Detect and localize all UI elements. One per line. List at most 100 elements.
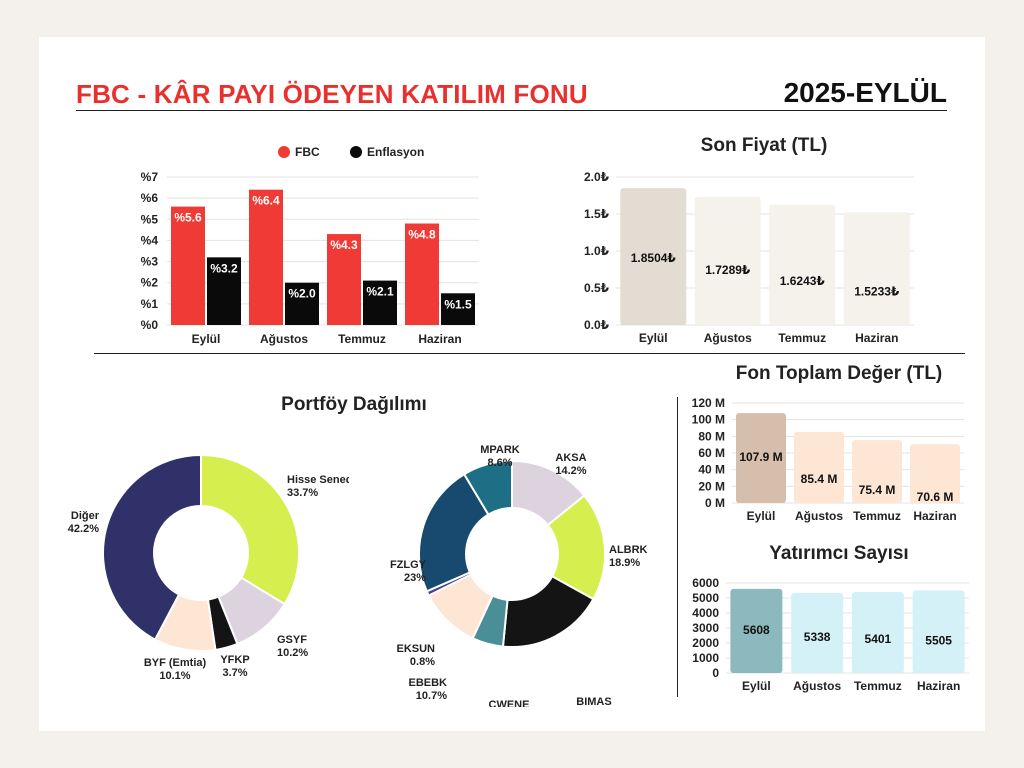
y-tick-label: 1.5₺ (584, 207, 610, 221)
data-label-enflasyon-temmuz: %2.1 (366, 285, 394, 299)
y-tick-label: 2.0₺ (584, 170, 610, 184)
bar-enflasyon-haziran (441, 293, 475, 325)
x-tick-label: Haziran (917, 679, 960, 693)
y-tick-label: 3000 (692, 621, 719, 635)
bar-enflasyon-temmuz (363, 280, 397, 325)
bar-enflasyon-agustos (285, 282, 319, 325)
slice-value-eksun: 0.8% (410, 656, 435, 668)
slice-name-hisse-senedi: Hisse Senedi (287, 474, 349, 486)
donut-hole (153, 505, 249, 601)
x-tick-label: Ağustos (793, 679, 841, 693)
data-label-enflasyon-agustos: %2.0 (288, 287, 316, 301)
y-tick-label: 80 M (698, 429, 725, 443)
y-tick-label: %3 (141, 255, 159, 269)
y-tick-label: %0 (141, 318, 159, 332)
y-tick-label: 120 M (692, 396, 725, 410)
x-tick-label: Eylül (742, 679, 771, 693)
investors-chart-title: Yatırımcı Sayısı (769, 543, 909, 564)
data-label-haziran: 1.5233₺ (854, 284, 900, 298)
bar-eylul (620, 188, 687, 325)
slice-name-cwene: CWENE (489, 699, 530, 707)
x-tick-label: Temmuz (338, 332, 386, 346)
bar-enflasyon-eylul (207, 257, 241, 325)
slice-name-albrk: ALBRK (609, 544, 648, 556)
slice-value-gsyf: 10.2% (277, 647, 308, 659)
data-label-temmuz: 1.6243₺ (780, 274, 826, 288)
bar-agustos (694, 197, 761, 325)
y-tick-label: 0 (712, 666, 719, 680)
returns-bar-chart: %0 %1 %2 %3 %4 %5 %6 %7 FBC Enflasyon %5.6 %3.2 Eylü… (141, 145, 479, 346)
slice-value-albrk: 18.9% (609, 557, 640, 569)
y-tick-label: 1000 (692, 651, 719, 665)
y-tick-label: 0.5₺ (584, 281, 610, 295)
slice-name-mpark: MPARK (480, 444, 520, 456)
bar-eylul (730, 588, 783, 673)
bar-haziran (910, 444, 960, 503)
y-tick-label: %5 (141, 212, 159, 226)
bar-temmuz (852, 440, 902, 503)
donut-hole (465, 507, 559, 601)
data-label-agustos: 1.7289₺ (705, 263, 751, 277)
data-label-agustos: 85.4 M (801, 472, 838, 486)
slice-value-byf-emtia: 10.1% (159, 670, 190, 682)
price-bar-chart: 0.0₺ 0.5₺ 1.0₺ 1.5₺ 2.0₺ 1.8504₺ Eylül 1.7289₺ A… (584, 170, 914, 345)
y-tick-label: 100 M (692, 413, 725, 427)
x-tick-label: Eylül (747, 509, 776, 523)
y-tick-label: 0.0₺ (584, 318, 610, 332)
slice-value-mpark: 8.6% (487, 457, 512, 469)
slice-value-yfkp: 3.7% (222, 667, 247, 679)
data-label-eylul: 1.8504₺ (631, 251, 677, 265)
slice-name-bimas: BIMAS (576, 696, 611, 707)
slice-name-ebebk: EBEBK (408, 677, 447, 689)
page-title: FBC - KÂR PAYI ÖDEYEN KATILIM FONU (76, 79, 588, 109)
y-tick-label: 6000 (692, 576, 719, 590)
report-card: FBC - KÂR PAYI ÖDEYEN KATILIM FONU 2025-… (39, 37, 985, 731)
legend-label-fbc: FBC (295, 145, 320, 159)
aum-chart-title: Fon Toplam Değer (TL) (735, 363, 943, 384)
slice-name-aksa: AKSA (555, 452, 586, 464)
allocation-title: Portföy Dağılımı (281, 394, 427, 415)
slice-name-yfkp: YFKP (220, 654, 249, 666)
y-tick-label: %2 (141, 276, 159, 290)
slice-name-diger: Diğer (71, 510, 100, 522)
report-period: 2025-EYLÜL (783, 77, 947, 108)
legend-marker-fbc (278, 146, 290, 158)
x-tick-label: Eylül (192, 332, 221, 346)
holdings-pie-chart: AKSA14.2%ALBRK18.9%BIMAS18.5%CWENE5.4%EB… (390, 444, 648, 707)
slice-value-fzlgy: 23% (404, 572, 426, 584)
x-tick-label: Ağustos (795, 509, 843, 523)
bar-haziran (843, 212, 910, 325)
bar-agustos (791, 592, 844, 673)
x-tick-label: Haziran (855, 331, 898, 345)
slice-value-hisse-senedi: 33.7% (287, 487, 318, 499)
data-label-haziran: 5505 (925, 633, 952, 647)
y-tick-label: 1.0₺ (584, 244, 610, 258)
x-tick-label: Eylül (639, 331, 668, 345)
bar-fbc-temmuz (327, 234, 361, 325)
y-tick-label: %7 (141, 170, 159, 184)
data-label-haziran: 70.6 M (917, 490, 954, 504)
vertical-divider (677, 397, 678, 697)
title-divider (76, 110, 947, 111)
x-tick-label: Temmuz (778, 331, 826, 345)
y-tick-label: 0 M (705, 496, 725, 510)
data-label-enflasyon-eylul: %3.2 (210, 261, 238, 275)
price-chart-title: Son Fiyat (TL) (700, 135, 828, 156)
y-tick-label: 60 M (698, 446, 725, 460)
data-label-enflasyon-haziran: %1.5 (444, 297, 472, 311)
x-tick-label: Temmuz (853, 509, 901, 523)
y-tick-label: 20 M (698, 479, 725, 493)
bar-temmuz (851, 591, 904, 673)
slice-name-byf-emtia: BYF (Emtia) (144, 657, 207, 669)
slice-value-ebebk: 10.7% (416, 690, 447, 702)
data-label-fbc-haziran: %4.8 (408, 228, 436, 242)
data-label-fbc-temmuz: %4.3 (330, 238, 358, 252)
x-tick-label: Haziran (418, 332, 461, 346)
y-tick-label: 40 M (698, 463, 725, 477)
y-tick-label: %6 (141, 191, 159, 205)
x-tick-label: Ağustos (260, 332, 308, 346)
bar-temmuz (769, 204, 836, 325)
slice-name-gsyf: GSYF (277, 634, 307, 646)
